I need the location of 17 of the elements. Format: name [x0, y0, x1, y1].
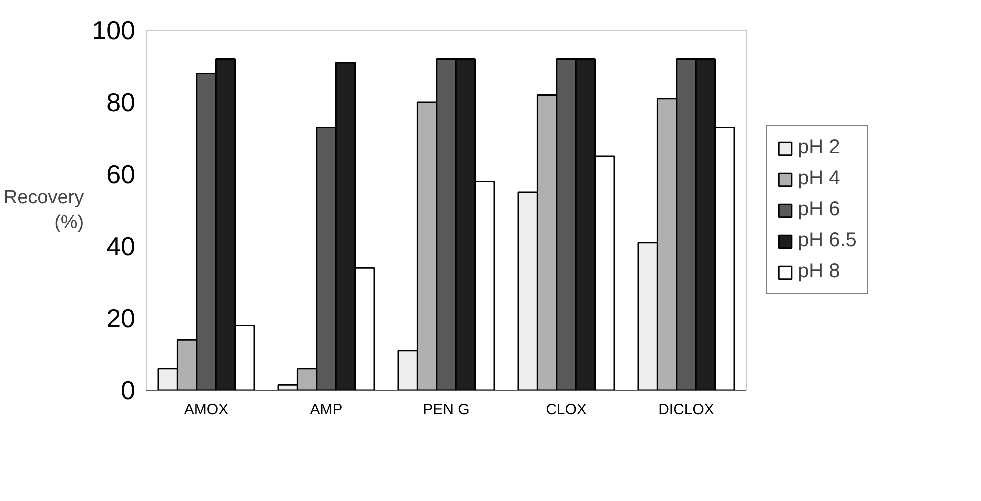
x-tick-label: PEN G	[423, 402, 470, 418]
legend-label: pH 6	[798, 198, 840, 222]
y-tick-label: 60	[106, 160, 136, 190]
x-tick-label: AMP	[310, 402, 343, 418]
legend-label: pH 6.5	[798, 230, 857, 252]
legend-label: pH 8	[798, 260, 840, 284]
y-axis-title: Recovery (%)	[4, 187, 85, 234]
y-tick-label: 80	[106, 88, 136, 118]
x-tick-label: AMOX	[184, 402, 229, 418]
legend-label: pH 2	[798, 136, 840, 160]
y-tick-label: 20	[106, 304, 136, 334]
x-tick-label: CLOX	[546, 402, 587, 418]
y-tick-label: 0	[121, 376, 136, 406]
legend-label: pH 4	[798, 168, 840, 190]
x-tick-label: DICLOX	[658, 402, 714, 418]
y-tick-label: 40	[106, 232, 136, 262]
y-tick-label: 100	[92, 16, 136, 46]
